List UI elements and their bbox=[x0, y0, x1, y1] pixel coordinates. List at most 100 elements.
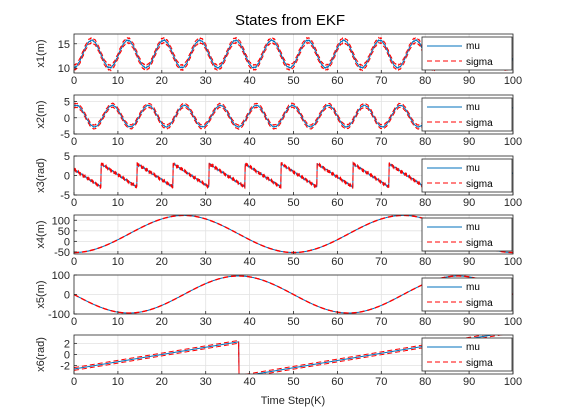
y-axis-label: x2(m) bbox=[35, 100, 47, 128]
y-tick-label: -50 bbox=[54, 247, 70, 259]
x-tick-label: 60 bbox=[331, 197, 343, 209]
y-tick-label: 0 bbox=[64, 113, 70, 125]
x-tick-label: 40 bbox=[243, 256, 255, 268]
series-sigma-upper-line bbox=[74, 335, 487, 374]
x-tick-label: 40 bbox=[243, 197, 255, 209]
y-tick-label: 50 bbox=[58, 226, 70, 238]
y-tick-label: 5 bbox=[64, 151, 70, 163]
y-axis-label: x5(m) bbox=[35, 280, 47, 308]
x-tick-label: 10 bbox=[112, 316, 124, 328]
series-sigma-upper-line bbox=[74, 36, 513, 67]
x-tick-label: 10 bbox=[112, 136, 124, 148]
legend-label-mu: mu bbox=[466, 41, 480, 52]
x-tick-label: 70 bbox=[375, 136, 387, 148]
x-tick-label: 70 bbox=[375, 376, 387, 388]
legend-label-mu: mu bbox=[466, 102, 480, 113]
legend-box bbox=[421, 277, 513, 312]
y-tick-label: -100 bbox=[48, 309, 70, 321]
x-tick-label: 0 bbox=[71, 197, 77, 209]
x-tick-label: 40 bbox=[243, 316, 255, 328]
legend: mu sigma bbox=[421, 97, 513, 132]
x-tick-label: 0 bbox=[71, 316, 77, 328]
legend: mu sigma bbox=[421, 217, 513, 252]
x-tick-label: 20 bbox=[156, 136, 168, 148]
chart-title: States from EKF bbox=[235, 12, 345, 29]
series-sigma-lower-line bbox=[74, 335, 504, 374]
legend: mu sigma bbox=[421, 158, 513, 193]
series-sigma-lower-line bbox=[74, 41, 513, 72]
legend: mu sigma bbox=[421, 337, 513, 372]
x-tick-label: 30 bbox=[200, 75, 212, 87]
x-tick-label: 60 bbox=[331, 136, 343, 148]
x-tick-label: 20 bbox=[156, 197, 168, 209]
x-tick-label: 70 bbox=[375, 197, 387, 209]
x-tick-label: 0 bbox=[71, 376, 77, 388]
legend-label-mu: mu bbox=[466, 222, 480, 233]
x-tick-label: 20 bbox=[156, 376, 168, 388]
x-tick-label: 50 bbox=[287, 316, 299, 328]
x-tick-label: 60 bbox=[331, 256, 343, 268]
x-tick-label: 0 bbox=[71, 136, 77, 148]
x-tick-label: 30 bbox=[200, 376, 212, 388]
legend-label-sigma: sigma bbox=[466, 358, 493, 369]
x-tick-label: 20 bbox=[156, 75, 168, 87]
y-tick-label: -5 bbox=[60, 190, 70, 202]
y-tick-label: 15 bbox=[58, 39, 70, 51]
legend-label-mu: mu bbox=[466, 342, 480, 353]
x-tick-label: 80 bbox=[419, 136, 431, 148]
x-axis-label: Time Step(K) bbox=[261, 395, 325, 407]
x-tick-label: 20 bbox=[156, 316, 168, 328]
legend-box bbox=[421, 97, 513, 132]
x-tick-label: 0 bbox=[71, 75, 77, 87]
x-tick-label: 10 bbox=[112, 75, 124, 87]
y-tick-label: 0 bbox=[64, 290, 70, 302]
x-tick-label: 90 bbox=[463, 256, 475, 268]
x-tick-label: 100 bbox=[504, 75, 522, 87]
x-tick-label: 10 bbox=[112, 376, 124, 388]
x-tick-label: 60 bbox=[331, 75, 343, 87]
y-axis-label: x4(m) bbox=[35, 220, 47, 248]
legend-label-sigma: sigma bbox=[466, 118, 493, 129]
x-tick-label: 40 bbox=[243, 75, 255, 87]
x-tick-label: 90 bbox=[463, 136, 475, 148]
y-tick-label: 0 bbox=[64, 171, 70, 183]
x-tick-label: 30 bbox=[200, 197, 212, 209]
x-tick-label: 60 bbox=[331, 376, 343, 388]
x-tick-label: 80 bbox=[419, 256, 431, 268]
y-tick-label: 100 bbox=[52, 215, 70, 227]
x-tick-label: 90 bbox=[463, 197, 475, 209]
x-tick-label: 30 bbox=[200, 256, 212, 268]
x-tick-label: 10 bbox=[112, 256, 124, 268]
x-tick-label: 30 bbox=[200, 316, 212, 328]
legend-box bbox=[421, 158, 513, 193]
x-tick-label: 80 bbox=[419, 316, 431, 328]
y-tick-label: -5 bbox=[60, 129, 70, 141]
legend-box bbox=[421, 217, 513, 252]
legend-label-sigma: sigma bbox=[466, 238, 493, 249]
series-sigma-lower-line bbox=[74, 106, 513, 131]
series-sigma-upper-line bbox=[74, 102, 513, 127]
x-tick-label: 50 bbox=[287, 197, 299, 209]
x-tick-label: 50 bbox=[287, 75, 299, 87]
y-axis-label: x6(rad) bbox=[35, 337, 47, 372]
x-tick-label: 40 bbox=[243, 136, 255, 148]
legend-label-mu: mu bbox=[466, 282, 480, 293]
legend-label-sigma: sigma bbox=[466, 298, 493, 309]
y-tick-label: 2 bbox=[64, 338, 70, 350]
legend-box bbox=[421, 337, 513, 372]
y-tick-label: 0 bbox=[64, 350, 70, 362]
y-tick-label: 0 bbox=[64, 236, 70, 248]
y-tick-label: 5 bbox=[64, 97, 70, 109]
x-tick-label: 100 bbox=[504, 376, 522, 388]
x-tick-label: 70 bbox=[375, 256, 387, 268]
x-tick-label: 10 bbox=[112, 197, 124, 209]
legend: mu sigma bbox=[421, 277, 513, 312]
legend-label-sigma: sigma bbox=[466, 57, 493, 68]
y-tick-label: 10 bbox=[58, 63, 70, 75]
x-tick-label: 90 bbox=[463, 316, 475, 328]
x-tick-label: 80 bbox=[419, 376, 431, 388]
